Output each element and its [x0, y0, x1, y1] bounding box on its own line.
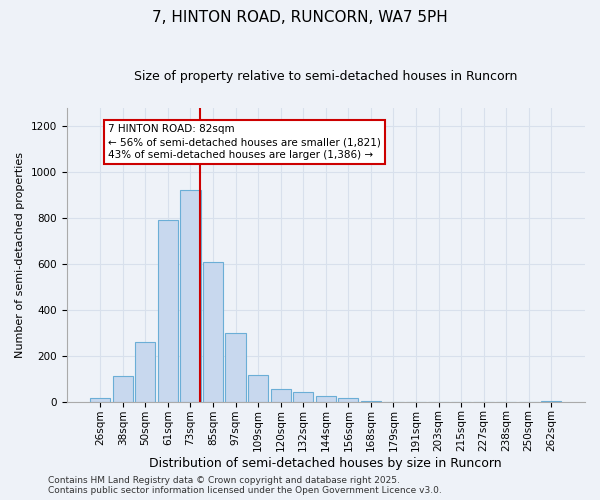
- Bar: [248, 376, 268, 402]
- Bar: [135, 342, 155, 402]
- Bar: [271, 389, 291, 402]
- X-axis label: Distribution of semi-detached houses by size in Runcorn: Distribution of semi-detached houses by …: [149, 457, 502, 470]
- Bar: [113, 376, 133, 402]
- Bar: [203, 262, 223, 402]
- Bar: [181, 190, 200, 402]
- Bar: [90, 398, 110, 402]
- Bar: [293, 392, 313, 402]
- Text: 7 HINTON ROAD: 82sqm
← 56% of semi-detached houses are smaller (1,821)
43% of se: 7 HINTON ROAD: 82sqm ← 56% of semi-detac…: [108, 124, 381, 160]
- Bar: [541, 400, 562, 402]
- Bar: [316, 396, 336, 402]
- Bar: [338, 398, 358, 402]
- Title: Size of property relative to semi-detached houses in Runcorn: Size of property relative to semi-detach…: [134, 70, 517, 83]
- Bar: [361, 400, 381, 402]
- Y-axis label: Number of semi-detached properties: Number of semi-detached properties: [15, 152, 25, 358]
- Text: 7, HINTON ROAD, RUNCORN, WA7 5PH: 7, HINTON ROAD, RUNCORN, WA7 5PH: [152, 10, 448, 25]
- Text: Contains HM Land Registry data © Crown copyright and database right 2025.
Contai: Contains HM Land Registry data © Crown c…: [48, 476, 442, 495]
- Bar: [158, 220, 178, 402]
- Bar: [226, 333, 246, 402]
